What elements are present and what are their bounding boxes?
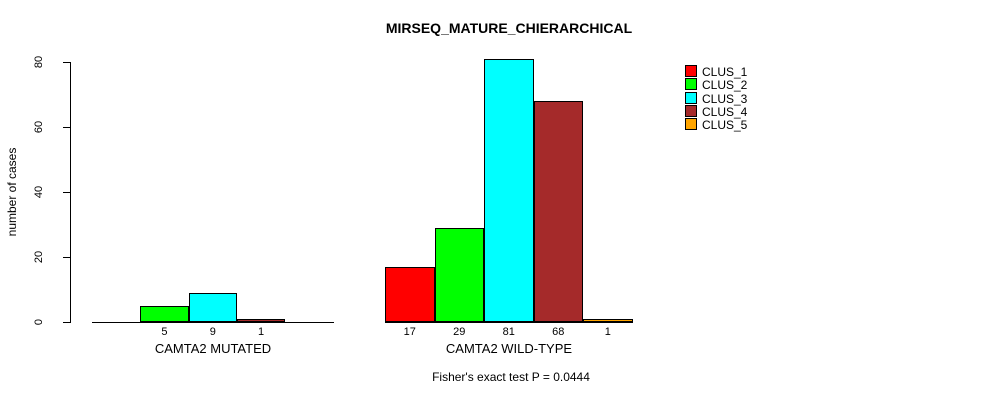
legend-label-clus_1: CLUS_1	[702, 65, 748, 79]
bar-clus_5-2	[583, 319, 633, 322]
y-tick-label: 20	[33, 250, 45, 264]
bar-value-label: 81	[502, 326, 515, 338]
y-tick-label: 80	[33, 55, 45, 69]
bar-clus_3-2	[484, 59, 534, 322]
group-label: CAMTA2 MUTATED	[154, 341, 272, 356]
fisher-test-annotation: Fisher's exact test P = 0.0444	[432, 370, 590, 384]
y-tick-label: 60	[33, 120, 45, 134]
legend-swatch-clus_2	[685, 78, 697, 91]
bar-value-label: 17	[403, 326, 416, 338]
y-tick-label: 40	[33, 185, 45, 199]
bar-value-label: 68	[552, 326, 565, 338]
y-axis-line	[70, 62, 71, 323]
y-axis-tick	[63, 322, 70, 323]
y-tick-label: 0	[33, 318, 45, 326]
legend-swatch-clus_1	[685, 65, 697, 77]
bar-clus_1-2	[385, 267, 435, 322]
legend-swatch-clus_5	[685, 118, 697, 131]
legend-swatch-clus_4	[685, 104, 697, 117]
bar-value-label: 5	[161, 326, 168, 338]
legend-label-clus_5: CLUS_5	[702, 118, 748, 133]
bar-value-label: 1	[604, 326, 611, 338]
bar-value-label: 1	[257, 326, 265, 338]
bar-value-label: 29	[453, 326, 466, 338]
bar-clus_2-2	[434, 228, 484, 322]
y-axis-tick	[63, 62, 70, 63]
bar-value-label: 9	[209, 326, 216, 338]
bar-clus_3-1	[188, 293, 237, 322]
bar-clus_2-1	[140, 306, 189, 322]
chart-title: MIRSEQ_MATURE_CHIERARCHICAL	[385, 20, 633, 36]
y-axis-tick	[63, 257, 70, 258]
group-label: CAMTA2 WILD-TYPE	[445, 341, 573, 356]
legend-label-clus_4: CLUS_4	[702, 104, 748, 119]
y-axis-tick	[63, 192, 70, 193]
bar-clus_4-1	[236, 319, 286, 322]
y-axis-tick	[63, 127, 70, 128]
legend-swatch-clus_3	[685, 91, 697, 104]
legend-label-clus_3: CLUS_3	[702, 91, 748, 106]
x-axis-baseline	[385, 322, 633, 323]
x-axis-baseline	[92, 322, 334, 323]
bar-clus_4-2	[533, 101, 583, 322]
legend-label-clus_2: CLUS_2	[702, 78, 748, 93]
